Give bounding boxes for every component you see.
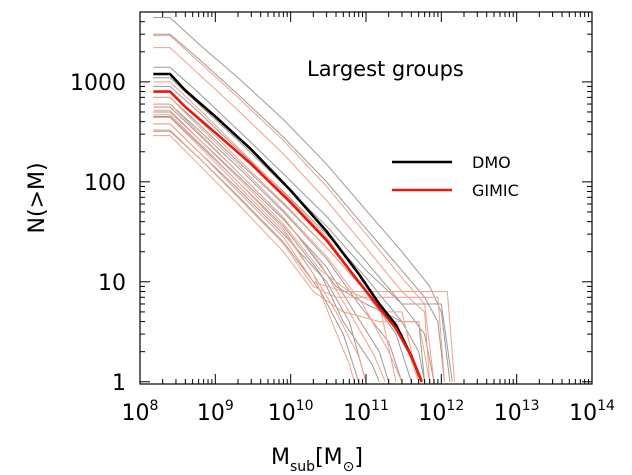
x-title-unit-close: ] [354,445,363,470]
series-line-23 [153,135,431,382]
x-tick-label: 108 [122,398,159,426]
series-line-2 [153,17,451,382]
series-line-10 [153,123,367,382]
y-tick-label: 1000 [70,71,126,96]
series-line-5 [153,85,426,382]
series-dmo [153,72,424,383]
x-tick-label: 1011 [343,398,389,426]
x-title-unit-open: [M [315,445,343,470]
x-axis-title: Msub[M⊙] [271,445,363,475]
legend-label-gimic: GIMIC [472,181,519,200]
series-line-6 [153,96,412,382]
legend-label-dmo: DMO [472,153,511,172]
series-line-8 [153,111,390,382]
series-gimic [153,90,424,383]
series-line-17 [153,96,403,383]
x-title-sub: sub [290,459,315,475]
series-line-12 [153,66,453,382]
series-line-24 [153,81,420,382]
labels-layer: 108 109 1010 1011 1012 1013 1014 1 10 100 1000 [70,71,615,426]
series-line-21 [153,123,456,382]
y-axis-title: N(>M) [25,162,50,233]
x-tick-label: 109 [197,398,234,426]
y-tick-label: 1 [112,371,126,396]
x-tick-label: 1014 [569,398,615,426]
chart-annotation: Largest groups [307,57,464,81]
plot-frame [139,11,593,385]
series-line-15 [153,47,431,382]
series-line-18 [153,103,386,382]
series-line-19 [153,109,397,382]
y-tick-label: 100 [84,171,126,196]
x-title-unit-sub: ⊙ [343,459,355,475]
series-layer [153,17,456,383]
series-line-13 [153,106,426,382]
x-title-main: M [271,445,290,470]
series-line-20 [153,117,367,382]
series-line-7 [153,103,403,382]
series-line-14 [153,35,435,382]
series-line-3 [153,33,445,382]
x-tick-label: 1012 [418,398,464,426]
series-line-11 [153,130,360,382]
series-line-22 [153,129,445,382]
x-tick-label: 1013 [494,398,540,426]
y-tick-label: 10 [98,271,126,296]
x-tick-label: 1010 [268,398,314,426]
series-line-25 [153,114,355,382]
series-line-9 [153,116,380,382]
svg-text:Msub[M⊙]: Msub[M⊙] [271,445,363,475]
legend: DMO GIMIC [392,153,519,200]
